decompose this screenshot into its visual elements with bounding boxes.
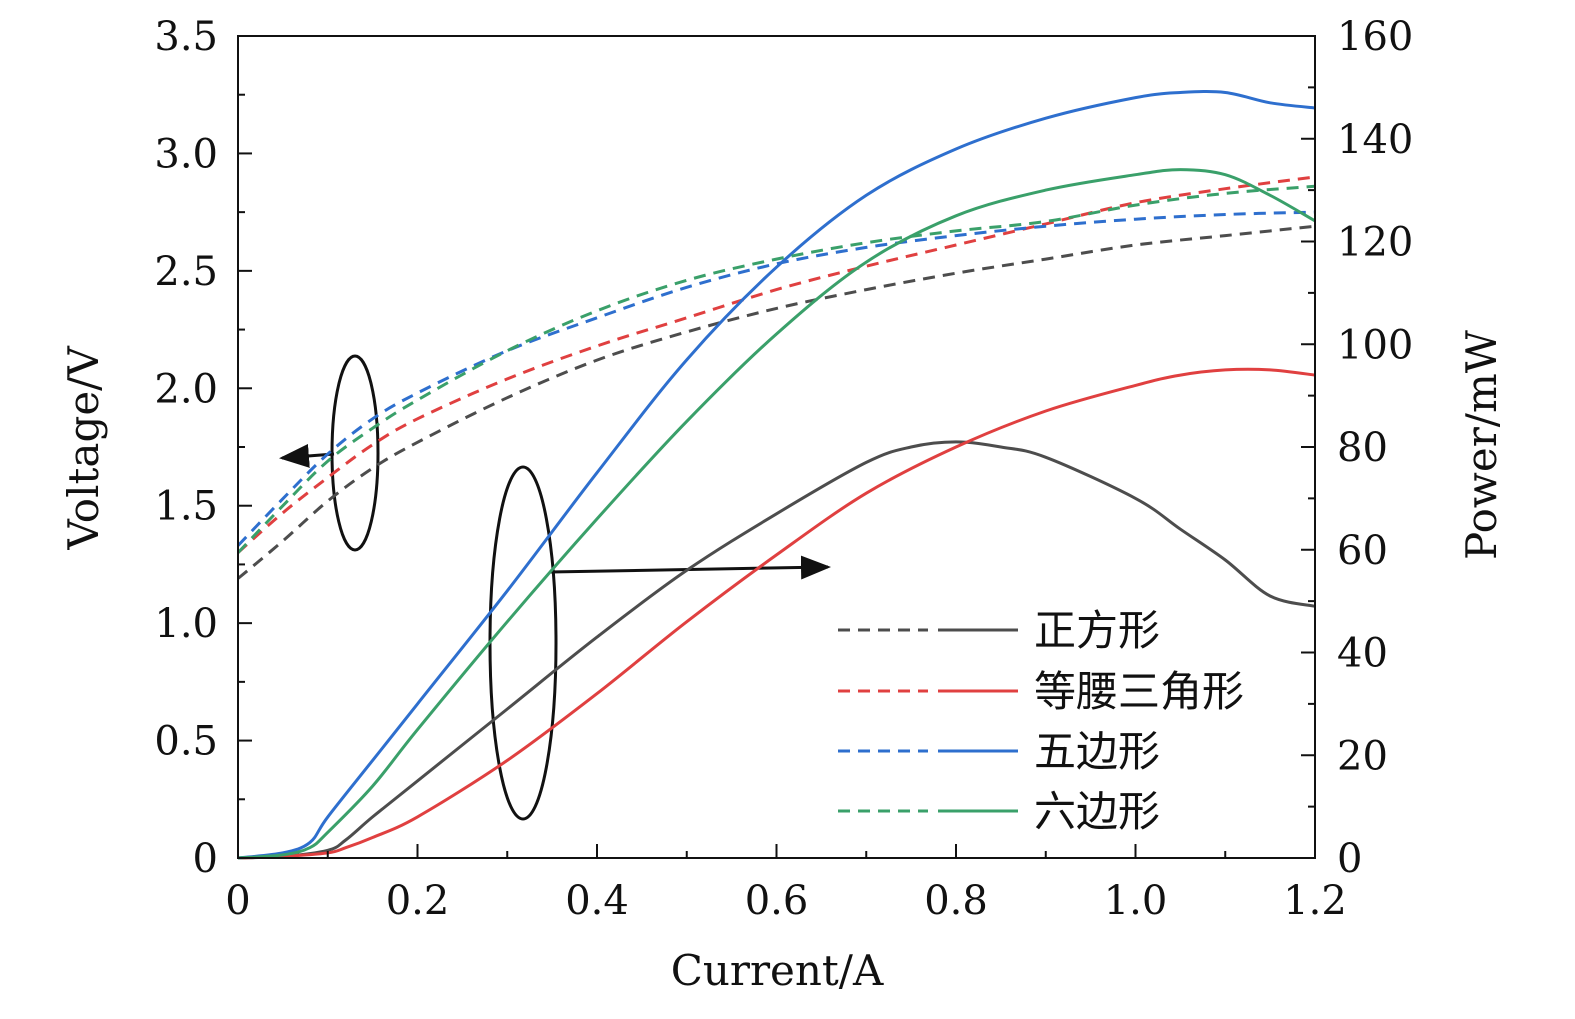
y-left-tick-label: 3.5 xyxy=(154,14,218,60)
y-right-tick-label: 0 xyxy=(1337,836,1362,882)
x-tick-label: 0.8 xyxy=(924,878,988,924)
y-right-tick-label: 100 xyxy=(1337,322,1413,368)
x-tick-label: 0.2 xyxy=(386,878,450,924)
y-left-tick-label: 2.0 xyxy=(154,366,218,412)
y-axis-left-title: Voltage/V xyxy=(59,346,108,551)
voltage-line-series-3 xyxy=(236,184,1316,554)
y-right-tick-label: 60 xyxy=(1337,528,1388,574)
legend-label: 正方形 xyxy=(1034,606,1160,655)
y-left-tick-label: 0 xyxy=(193,836,218,882)
voltage-line-series-0 xyxy=(237,224,1316,580)
legend-label: 六边形 xyxy=(1034,787,1160,836)
axes: 0 0.2 0.4 0.6 0.8 1.0 1.200.51.01.52.02.53.03.… xyxy=(154,14,1413,924)
y-left-tick-label: 0.5 xyxy=(154,719,218,765)
x-axis-title: Current/A xyxy=(671,946,884,995)
power-line-series-3 xyxy=(237,168,1316,860)
y-right-tick-label: 160 xyxy=(1337,14,1413,60)
y-right-tick-label: 80 xyxy=(1337,425,1388,471)
x-tick-label: 1.2 xyxy=(1283,878,1347,924)
y-left-tick-label: 2.5 xyxy=(154,249,218,295)
y-left-tick-label: 1.0 xyxy=(154,601,218,647)
y-left-tick-label: 1.5 xyxy=(154,484,218,530)
x-tick-label: 0.4 xyxy=(565,878,629,924)
y-right-tick-label: 120 xyxy=(1337,220,1413,266)
x-tick-label: 0.6 xyxy=(745,878,809,924)
x-tick-label: 0 xyxy=(225,878,250,924)
power-line-series-2 xyxy=(237,90,1316,860)
power-line-series-0 xyxy=(237,440,1316,860)
legend-label: 等腰三角形 xyxy=(1034,667,1244,716)
y-right-tick-label: 20 xyxy=(1337,733,1388,779)
power-line-series-1 xyxy=(237,367,1316,860)
y-axis-right-title: Power/mW xyxy=(1457,329,1506,560)
voltage-line-series-2 xyxy=(236,210,1316,547)
annotations xyxy=(279,354,831,821)
legend-label: 五边形 xyxy=(1034,727,1160,776)
y-right-tick-label: 40 xyxy=(1337,631,1388,677)
y-right-tick-label: 140 xyxy=(1337,117,1413,163)
voltage-line-series-1 xyxy=(237,175,1316,554)
curves xyxy=(236,90,1316,860)
y-left-tick-label: 3.0 xyxy=(154,131,218,177)
x-tick-label: 1.0 xyxy=(1104,878,1168,924)
